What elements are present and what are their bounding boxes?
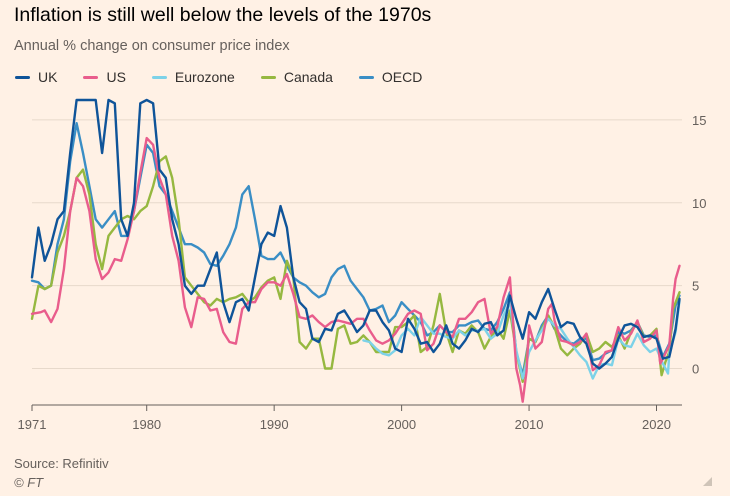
chart-title: Inflation is still well below the levels… bbox=[14, 4, 432, 26]
legend-item-eurozone: Eurozone bbox=[151, 69, 235, 85]
legend-label: OECD bbox=[381, 69, 423, 85]
legend: UK US Eurozone Canada OECD bbox=[15, 69, 448, 85]
y-tick-label: 0 bbox=[692, 362, 699, 377]
source-note: Source: Refinitiv bbox=[14, 456, 109, 471]
x-tick-label: 2000 bbox=[387, 417, 416, 432]
y-tick-label: 15 bbox=[692, 113, 706, 128]
chart-subtitle: Annual % change on consumer price index bbox=[14, 38, 290, 54]
credit-note: © FT bbox=[14, 475, 44, 490]
series-line-us bbox=[30, 136, 681, 403]
series-line-uk bbox=[30, 98, 681, 370]
x-tick-label: 1990 bbox=[260, 417, 289, 432]
legend-swatch bbox=[15, 75, 30, 79]
x-tick-label: 2020 bbox=[642, 417, 671, 432]
legend-swatch bbox=[358, 75, 374, 79]
x-tick-label: 1980 bbox=[132, 417, 161, 432]
legend-item-uk: UK bbox=[15, 69, 57, 85]
legend-item-canada: Canada bbox=[260, 69, 333, 85]
y-tick-label: 10 bbox=[692, 196, 706, 211]
legend-label: Canada bbox=[283, 69, 333, 85]
series-line-canada bbox=[30, 155, 681, 383]
legend-label: UK bbox=[38, 69, 58, 85]
x-tick-label: 2010 bbox=[515, 417, 544, 432]
legend-item-us: US bbox=[83, 69, 126, 85]
legend-label: Eurozone bbox=[174, 69, 235, 85]
y-tick-label: 5 bbox=[692, 279, 699, 294]
legend-item-oecd: OECD bbox=[358, 69, 423, 85]
x-tick-label: 1971 bbox=[18, 417, 47, 432]
legend-swatch bbox=[151, 75, 167, 79]
corner-mark bbox=[703, 477, 712, 486]
legend-swatch bbox=[260, 75, 276, 79]
legend-label: US bbox=[106, 69, 126, 85]
legend-swatch bbox=[83, 75, 99, 79]
